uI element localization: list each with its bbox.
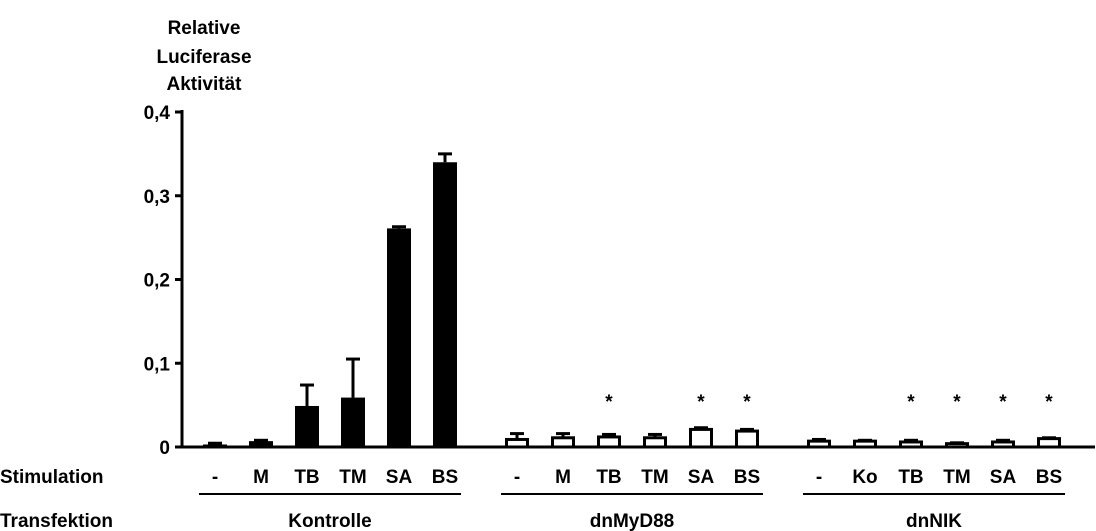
stimulation-label: BS	[432, 467, 458, 488]
stimulation-label: SA	[386, 467, 413, 488]
stimulation-label: TM	[943, 467, 970, 488]
bar-kontrolle-1	[249, 441, 273, 447]
y-axis-title-line-1: Relative	[168, 18, 241, 39]
stimulation-row-label: Stimulation	[0, 467, 103, 488]
y-axis-title-line-3: Aktivität	[167, 74, 243, 95]
transfektion-label: Kontrolle	[288, 511, 371, 531]
y-tick-label: 0	[159, 438, 170, 459]
stimulation-label: TB	[898, 467, 923, 488]
stimulation-label: TB	[596, 467, 621, 488]
significance-marker: *	[605, 392, 613, 413]
bar-dnmyd88-2	[597, 435, 621, 449]
transfektion-row-label: Transfektion	[0, 511, 113, 531]
stimulation-label: -	[514, 467, 520, 488]
bars: * * * * * * *	[203, 152, 1061, 449]
stimulation-label: M	[253, 467, 269, 488]
category-labels: - M TB TM SA BS Kontrolle - M TB TM SA BS dnMyD88 - Ko T…	[199, 467, 1065, 531]
stimulation-label: Ko	[852, 467, 877, 488]
transfektion-label: dnMyD88	[590, 511, 674, 531]
y-axis-title-line-2: Luciferase	[156, 47, 251, 68]
stimulation-label: M	[555, 467, 571, 488]
stimulation-label: -	[212, 467, 218, 488]
bar-kontrolle-2	[295, 405, 319, 447]
stimulation-label: TM	[641, 467, 668, 488]
stimulation-label: BS	[1036, 467, 1062, 488]
stimulation-label: -	[816, 467, 822, 488]
stimulation-label: BS	[734, 467, 760, 488]
bar-kontrolle-3	[341, 397, 365, 447]
significance-marker: *	[999, 392, 1007, 413]
y-tick-label: 0,3	[144, 187, 170, 208]
bar-dnmyd88-4	[689, 427, 713, 449]
stimulation-label: SA	[688, 467, 715, 488]
bar-kontrolle-4	[387, 228, 411, 447]
significance-marker: *	[907, 392, 915, 413]
significance-marker: *	[743, 392, 751, 413]
stimulation-label: TM	[339, 467, 366, 488]
significance-marker: *	[697, 392, 705, 413]
significance-marker: *	[953, 392, 961, 413]
bar-dnmyd88-5	[735, 429, 759, 449]
stimulation-label: TB	[294, 467, 319, 488]
bar-kontrolle-5	[433, 162, 457, 447]
y-axis-title: Relative Luciferase Aktivität	[156, 18, 251, 95]
stimulation-label: SA	[990, 467, 1017, 488]
y-tick-label: 0,2	[144, 271, 170, 292]
y-tick-label: 0,4	[144, 103, 171, 124]
y-axis: 0 0,1 0,2 0,3 0,4	[144, 103, 184, 459]
transfektion-label: dnNIK	[906, 511, 962, 531]
significance-marker: *	[1045, 392, 1053, 413]
y-tick-label: 0,1	[144, 354, 171, 375]
